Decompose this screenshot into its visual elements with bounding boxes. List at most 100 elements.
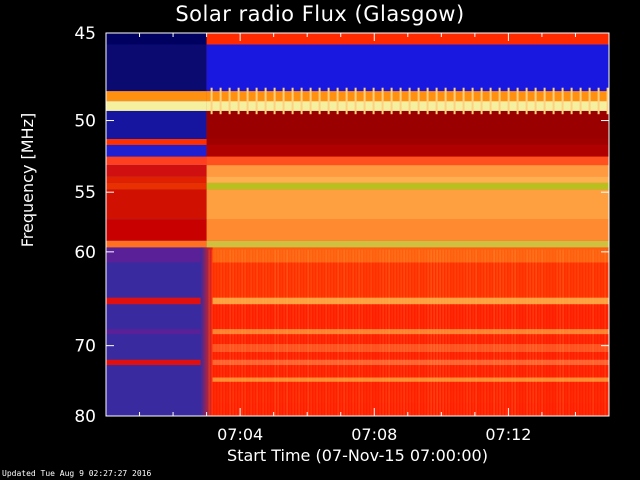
band-post-20	[206, 377, 609, 382]
interference-tick	[462, 87, 465, 115]
band-pre-1	[106, 44, 207, 92]
band-post-9	[206, 176, 609, 183]
streak	[220, 249, 222, 416]
streak	[469, 249, 471, 416]
band-post-17	[206, 329, 609, 335]
interference-tick	[579, 87, 582, 115]
streak	[373, 249, 375, 416]
streak	[526, 249, 528, 416]
streak	[277, 249, 279, 416]
interference-tick	[336, 87, 339, 115]
interference-tick	[390, 87, 393, 115]
streak	[532, 249, 534, 416]
streak	[409, 249, 411, 416]
x-axis: 07:04 07:08 07:12	[139, 33, 576, 444]
band-pre-14	[106, 247, 207, 263]
streak	[505, 249, 507, 416]
band-post-12	[206, 219, 609, 241]
streak	[496, 249, 498, 416]
streak	[244, 249, 246, 416]
streak	[430, 249, 432, 416]
streak	[298, 249, 300, 416]
streak	[226, 249, 228, 416]
band-post-10	[206, 182, 609, 190]
streak	[238, 249, 240, 416]
interference-tick	[381, 87, 384, 115]
streak	[565, 249, 567, 416]
interference-tick	[498, 87, 501, 115]
streak	[334, 249, 336, 416]
streak	[568, 249, 570, 416]
streak	[604, 249, 606, 416]
interference-tick	[588, 87, 591, 115]
y-tick-label: 60	[74, 243, 96, 263]
streak	[475, 249, 477, 416]
band-pre-2	[106, 91, 207, 102]
streak	[382, 249, 384, 416]
band-pre-13	[106, 240, 207, 248]
interference-tick	[435, 87, 438, 115]
streak	[235, 249, 237, 416]
interference-tick	[327, 87, 330, 115]
band-post-11	[206, 189, 609, 220]
streak	[229, 249, 231, 416]
band-pre-5	[106, 139, 207, 145]
streak	[580, 249, 582, 416]
streak	[223, 249, 225, 416]
interference-tick	[444, 87, 447, 115]
interference-tick	[480, 87, 483, 115]
y-tick-label: 55	[74, 183, 96, 203]
streak	[598, 249, 600, 416]
streak	[376, 249, 378, 416]
streak	[379, 249, 381, 416]
streak	[385, 249, 387, 416]
band-pre-12	[106, 219, 207, 241]
onset-transition	[200, 247, 213, 416]
streak	[541, 249, 543, 416]
streak	[403, 249, 405, 416]
streak	[421, 249, 423, 416]
band-post-13	[206, 240, 609, 248]
band-post-1	[206, 44, 609, 92]
band-post-19	[206, 359, 609, 366]
streak	[424, 249, 426, 416]
streak	[304, 249, 306, 416]
streak	[307, 249, 309, 416]
streak	[250, 249, 252, 416]
plot-frame	[105, 32, 610, 417]
band-post-21	[206, 390, 609, 404]
streak	[364, 249, 366, 416]
interference-tick	[426, 87, 429, 115]
streak	[547, 249, 549, 416]
streak	[316, 249, 318, 416]
x-tick-label: 07:12	[485, 425, 531, 444]
streak	[310, 249, 312, 416]
streak	[490, 249, 492, 416]
streak	[448, 249, 450, 416]
streak	[313, 249, 315, 416]
interference-tick	[399, 87, 402, 115]
streak	[295, 249, 297, 416]
band-pre-6	[106, 144, 207, 157]
updated-timestamp: Updated Tue Aug 9 02:27:27 2016	[2, 469, 152, 478]
band-post-0	[206, 33, 609, 45]
band-pre-15	[106, 262, 207, 298]
streak	[406, 249, 408, 416]
y-tick-label: 50	[74, 112, 96, 132]
y-axis-label: Frequency [MHz]	[18, 112, 37, 248]
y-tick-label: 70	[74, 337, 96, 357]
streak	[559, 249, 561, 416]
interference-tick	[561, 87, 564, 115]
streak	[487, 249, 489, 416]
streak	[466, 249, 468, 416]
interference-tick	[228, 87, 231, 115]
streak	[412, 249, 414, 416]
streak	[262, 249, 264, 416]
streak	[214, 249, 216, 416]
streak	[361, 249, 363, 416]
band-pre-11	[106, 189, 207, 220]
streak	[346, 249, 348, 416]
streak	[340, 249, 342, 416]
band-post-16	[206, 297, 609, 305]
streak	[571, 249, 573, 416]
